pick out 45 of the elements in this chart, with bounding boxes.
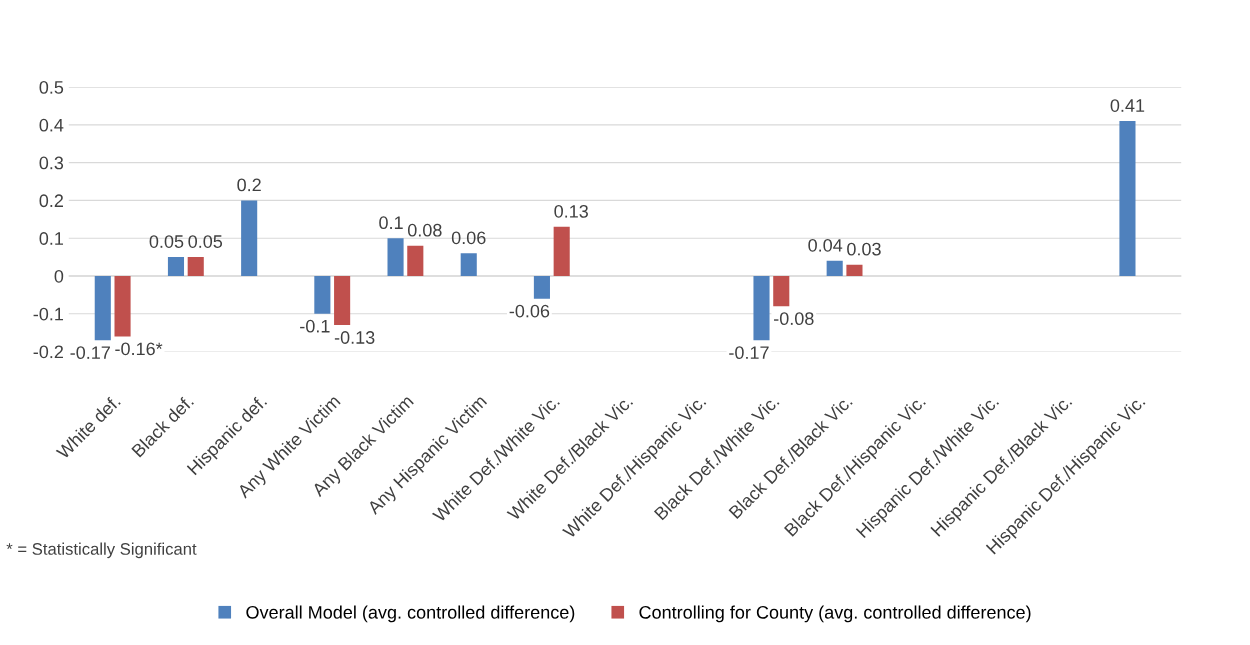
bar (826, 260, 843, 276)
data-label: -0.16* (115, 342, 163, 356)
bar (553, 226, 570, 276)
bar (533, 275, 550, 299)
data-label: 0.1 (379, 216, 403, 230)
y-tick-label: -0.2 (33, 345, 63, 359)
y-tick-label: 0.4 (39, 118, 64, 132)
y-tick-label: 0 (54, 269, 64, 283)
data-label: 0.03 (847, 242, 881, 256)
data-label: 0.08 (407, 223, 442, 237)
bar (387, 238, 404, 276)
bar (187, 257, 204, 276)
data-label: 0.06 (451, 231, 486, 245)
bar (846, 264, 863, 276)
data-label: -0.08 (774, 312, 814, 326)
data-label: -0.1 (300, 319, 330, 333)
bar (773, 275, 790, 307)
data-label: -0.06 (509, 304, 550, 318)
bar (1119, 121, 1136, 276)
data-label: 0.13 (554, 204, 588, 218)
y-tick-label: 0.1 (39, 232, 64, 245)
bar (241, 200, 258, 276)
bar (114, 275, 131, 337)
y-tick-label: 0.2 (39, 194, 63, 208)
bar (753, 275, 770, 341)
data-label: 0.41 (1110, 99, 1145, 112)
data-label: 0.05 (188, 235, 223, 248)
bar (167, 257, 185, 276)
legend-label: Controlling for County (avg. controlled difference) (639, 605, 1031, 623)
y-tick-label: 0.3 (39, 156, 64, 170)
bar (94, 275, 111, 341)
data-label: -0.17 (729, 346, 769, 360)
data-label: 0.05 (149, 235, 184, 248)
y-tick-label: -0.1 (33, 307, 64, 321)
data-label: -0.13 (334, 331, 375, 344)
legend-label: Overall Model (avg. controlled difference) (246, 605, 575, 623)
bar (407, 245, 424, 276)
data-label: 0.2 (237, 178, 261, 192)
text: * = Statistically Significant (6, 542, 197, 559)
bar (314, 275, 331, 314)
bar (460, 253, 477, 276)
y-tick-label: 0.5 (39, 81, 64, 94)
data-label: 0.04 (808, 238, 843, 252)
bar (334, 275, 351, 326)
data-label: -0.17 (70, 346, 110, 360)
